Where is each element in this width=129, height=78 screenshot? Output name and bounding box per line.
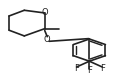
Text: O: O (41, 8, 48, 17)
Text: F: F (87, 66, 92, 75)
Text: F: F (74, 64, 79, 73)
Text: F: F (100, 64, 105, 73)
Text: O: O (44, 34, 51, 44)
